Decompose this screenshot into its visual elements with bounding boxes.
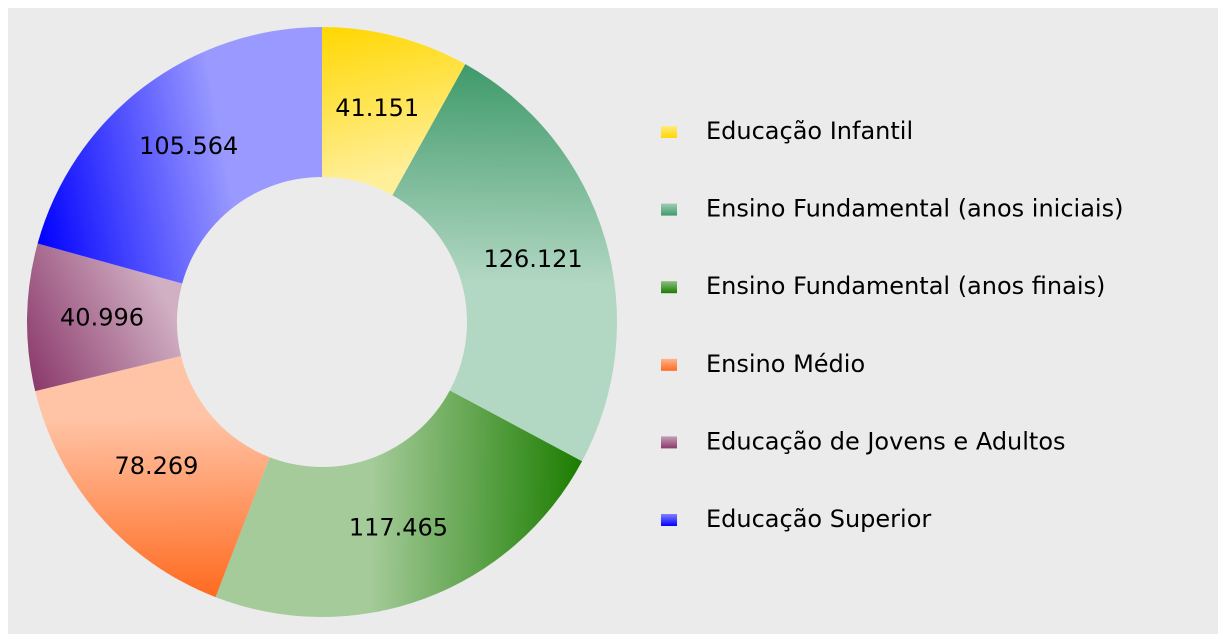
slice xyxy=(35,355,270,598)
slice xyxy=(392,64,617,462)
legend-label: Ensino Médio xyxy=(706,350,865,378)
legend-swatch xyxy=(661,436,677,449)
legend-swatch xyxy=(661,126,677,138)
data-label: 105.564 xyxy=(139,132,238,160)
legend-swatch xyxy=(661,358,677,371)
legend-swatch xyxy=(661,281,677,294)
legend-label: Educação de Jovens e Adultos xyxy=(706,427,1066,455)
data-label: 41.151 xyxy=(335,94,419,122)
data-label: 117.465 xyxy=(349,513,448,541)
legend-label: Ensino Fundamental (anos iniciais) xyxy=(706,195,1123,223)
legend-swatch xyxy=(661,514,677,526)
legend-label: Ensino Fundamental (anos finais) xyxy=(706,272,1105,300)
slice xyxy=(26,243,183,392)
legend-swatch xyxy=(661,203,677,216)
data-label: 78.269 xyxy=(114,452,198,480)
slice xyxy=(215,390,583,617)
data-label: 126.121 xyxy=(483,245,582,273)
legend-label: Educação Superior xyxy=(706,505,931,533)
slice xyxy=(322,27,466,196)
legend-label: Educação Infantil xyxy=(706,117,913,145)
slice xyxy=(37,27,323,284)
data-label: 40.996 xyxy=(60,303,144,331)
